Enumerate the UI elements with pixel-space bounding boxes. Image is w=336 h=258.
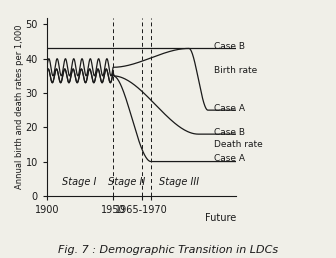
Text: Future: Future: [205, 213, 236, 223]
Y-axis label: Annual birth and death rates per 1,000: Annual birth and death rates per 1,000: [15, 25, 24, 189]
Text: Stage III: Stage III: [159, 177, 200, 187]
Text: Fig. 7 : Demographic Transition in LDCs: Fig. 7 : Demographic Transition in LDCs: [58, 245, 278, 255]
Text: Case A: Case A: [214, 154, 245, 163]
Text: Stage I: Stage I: [62, 177, 96, 187]
Text: Case B: Case B: [214, 42, 245, 51]
Text: Case A: Case A: [214, 104, 245, 113]
Text: Case B: Case B: [214, 128, 245, 137]
Text: Birth rate: Birth rate: [214, 66, 257, 75]
Text: Death rate: Death rate: [214, 140, 262, 149]
Text: Stage II: Stage II: [108, 177, 145, 187]
